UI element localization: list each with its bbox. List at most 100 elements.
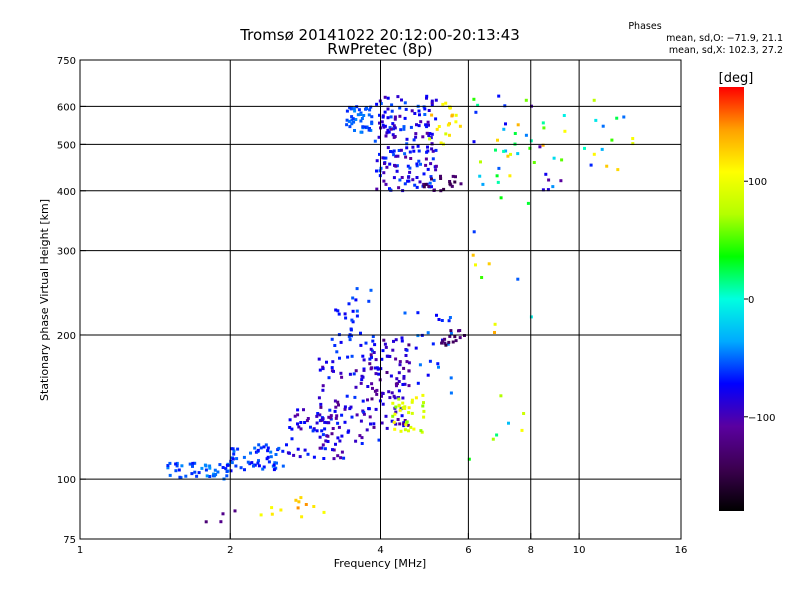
data-point — [359, 130, 363, 134]
data-point — [374, 358, 378, 362]
data-point — [193, 470, 197, 474]
data-point — [395, 377, 399, 381]
data-point — [361, 354, 365, 358]
data-point — [319, 402, 323, 406]
data-point — [410, 398, 414, 402]
data-point — [321, 433, 325, 437]
data-point — [409, 125, 413, 129]
data-point — [394, 405, 398, 409]
data-point — [332, 457, 336, 461]
data-point — [406, 164, 410, 168]
data-point — [504, 149, 508, 153]
data-point — [387, 390, 391, 394]
data-point — [335, 350, 339, 354]
data-point — [224, 467, 228, 471]
data-point — [415, 176, 419, 179]
data-point — [467, 457, 471, 461]
data-point — [384, 134, 388, 138]
data-point — [362, 368, 366, 372]
data-point — [384, 345, 388, 349]
data-point — [491, 437, 495, 441]
data-point — [396, 95, 400, 99]
data-point — [448, 316, 452, 319]
x-tick-label: 8 — [528, 545, 534, 556]
data-point — [250, 461, 254, 465]
data-point — [526, 201, 530, 205]
data-point — [400, 339, 404, 343]
data-point — [177, 468, 181, 472]
data-point — [444, 132, 448, 136]
data-point — [352, 372, 356, 376]
data-point — [493, 322, 497, 326]
data-point — [355, 413, 359, 417]
data-point — [430, 101, 434, 105]
data-point — [236, 447, 240, 451]
data-point — [386, 128, 390, 132]
data-point — [233, 509, 237, 513]
data-point — [522, 412, 526, 415]
data-point — [403, 407, 407, 410]
data-point — [506, 154, 510, 158]
data-point — [459, 182, 463, 186]
data-point — [394, 154, 398, 158]
data-point — [372, 351, 376, 354]
data-point — [324, 439, 328, 443]
data-point — [369, 288, 373, 292]
data-point — [410, 400, 414, 404]
data-point — [175, 464, 179, 468]
data-point — [243, 468, 246, 472]
data-point — [420, 430, 424, 434]
data-point — [419, 429, 423, 433]
data-point — [448, 334, 452, 338]
data-point — [246, 460, 250, 464]
data-point — [411, 178, 415, 182]
data-point — [375, 187, 379, 191]
data-point — [249, 451, 252, 455]
data-point — [405, 348, 409, 352]
data-point — [205, 474, 209, 478]
data-point — [218, 463, 222, 467]
data-point — [338, 356, 341, 360]
data-point — [631, 142, 635, 146]
data-point — [359, 343, 363, 347]
data-point — [424, 182, 428, 186]
y-axis-label: Stationary phase Virtual Height [km] — [38, 199, 51, 401]
data-point — [622, 115, 626, 119]
data-point — [415, 185, 419, 189]
data-point — [476, 103, 480, 107]
data-point — [423, 107, 427, 111]
data-point — [381, 349, 385, 353]
data-point — [457, 329, 460, 333]
data-point — [398, 360, 402, 364]
data-point — [200, 466, 204, 470]
data-point — [403, 382, 407, 386]
data-point — [345, 123, 349, 127]
data-point — [396, 418, 400, 421]
data-point — [349, 107, 353, 111]
data-point — [270, 506, 274, 510]
data-point — [407, 343, 411, 347]
data-point — [442, 187, 446, 191]
data-point — [326, 434, 330, 438]
data-point — [426, 373, 430, 377]
data-point — [366, 398, 369, 402]
data-point — [348, 372, 352, 376]
data-point — [345, 394, 349, 398]
data-point — [336, 400, 340, 404]
data-point — [405, 137, 409, 141]
data-point — [411, 145, 415, 149]
data-point — [388, 162, 392, 166]
data-point — [392, 124, 396, 128]
data-point — [321, 384, 325, 388]
chart-subtitle: RwPretec (8p) — [327, 40, 433, 58]
data-point — [391, 133, 395, 137]
data-point — [368, 362, 372, 366]
data-point — [450, 184, 454, 188]
data-point — [208, 464, 212, 468]
data-point — [320, 446, 324, 450]
data-point — [364, 341, 368, 345]
data-point — [334, 405, 338, 409]
data-point — [395, 164, 399, 168]
data-point — [375, 159, 379, 163]
data-point — [403, 152, 407, 156]
